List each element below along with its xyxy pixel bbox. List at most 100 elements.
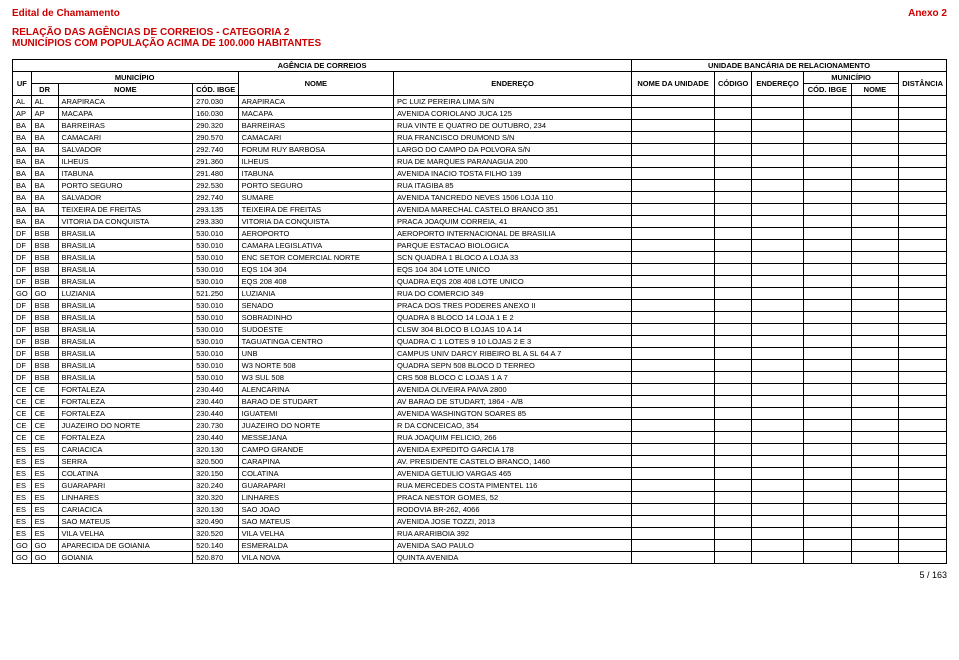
table-cell: BSB [31, 348, 58, 360]
table-cell [632, 168, 715, 180]
table-cell [851, 348, 899, 360]
table-cell: BA [13, 144, 32, 156]
table-cell: EQS 208 408 [238, 276, 393, 288]
table-cell: 320.490 [193, 516, 239, 528]
table-cell: 292.740 [193, 144, 239, 156]
table-row: BABAPORTO SEGURO292.530PORTO SEGURORUA I… [13, 180, 947, 192]
table-cell [752, 408, 804, 420]
table-cell: AVENIDA TANCREDO NEVES 1506 LOJA 110 [393, 192, 631, 204]
table-cell: MACAPA [58, 108, 193, 120]
table-cell [632, 420, 715, 432]
table-cell [803, 144, 851, 156]
table-cell: BA [13, 180, 32, 192]
table-cell [632, 516, 715, 528]
table-cell [851, 156, 899, 168]
table-cell: 292.530 [193, 180, 239, 192]
table-cell: TAGUATINGA CENTRO [238, 336, 393, 348]
table-cell [851, 144, 899, 156]
table-cell: GO [13, 552, 32, 564]
table-row: DFBSBBRASILIA530.010W3 NORTE 508QUADRA S… [13, 360, 947, 372]
table-cell [752, 108, 804, 120]
table-cell: GOIANIA [58, 552, 193, 564]
table-row: ESESSAO MATEUS320.490SAO MATEUSAVENIDA J… [13, 516, 947, 528]
table-cell: BA [31, 132, 58, 144]
table-cell [851, 384, 899, 396]
table-cell: 293.330 [193, 216, 239, 228]
table-cell [899, 216, 947, 228]
table-cell: 530.010 [193, 276, 239, 288]
table-cell [714, 132, 751, 144]
table-cell [632, 324, 715, 336]
table-cell [803, 240, 851, 252]
table-cell: SENADO [238, 300, 393, 312]
table-cell: BRASILIA [58, 312, 193, 324]
table-cell [714, 300, 751, 312]
col-nome2: NOME [851, 84, 899, 96]
table-cell: AVENIDA EXPEDITO GARCIA 178 [393, 444, 631, 456]
table-cell: DF [13, 336, 32, 348]
table-cell: ES [31, 504, 58, 516]
table-cell: BSB [31, 360, 58, 372]
table-cell [632, 348, 715, 360]
table-cell: SAO MATEUS [238, 516, 393, 528]
table-cell [803, 456, 851, 468]
table-cell [899, 408, 947, 420]
table-cell [632, 264, 715, 276]
table-cell: LARGO DO CAMPO DA POLVORA S/N [393, 144, 631, 156]
table-cell: BSB [31, 252, 58, 264]
table-cell: ES [13, 492, 32, 504]
table-cell: 230.440 [193, 432, 239, 444]
table-cell: BA [31, 204, 58, 216]
table-cell: 291.360 [193, 156, 239, 168]
table-cell: AVENIDA INACIO TOSTA FILHO 139 [393, 168, 631, 180]
table-cell [851, 336, 899, 348]
table-cell: 530.010 [193, 240, 239, 252]
table-cell: DF [13, 240, 32, 252]
table-cell [632, 96, 715, 108]
table-cell: BA [31, 168, 58, 180]
table-cell: 270.030 [193, 96, 239, 108]
table-cell: QUADRA 8 BLOCO 14 LOJA 1 E 2 [393, 312, 631, 324]
table-cell: MACAPA [238, 108, 393, 120]
table-row: BABACAMACARI290.570CAMACARIRUA FRANCISCO… [13, 132, 947, 144]
table-cell [899, 300, 947, 312]
table-cell [752, 300, 804, 312]
table-cell: VILA VELHA [238, 528, 393, 540]
table-cell: BRASILIA [58, 324, 193, 336]
table-cell: DF [13, 372, 32, 384]
table-cell: UNB [238, 348, 393, 360]
table-row: DFBSBBRASILIA530.010ENC SETOR COMERCIAL … [13, 252, 947, 264]
table-row: DFBSBBRASILIA530.010CAMARA LEGISLATIVAPA… [13, 240, 947, 252]
table-cell [899, 252, 947, 264]
table-cell [851, 120, 899, 132]
table-cell [851, 468, 899, 480]
table-cell [752, 456, 804, 468]
table-cell [752, 432, 804, 444]
table-cell [851, 96, 899, 108]
table-row: APAPMACAPA160.030MACAPAAVENIDA CORIOLANO… [13, 108, 947, 120]
table-cell [851, 240, 899, 252]
table-cell: BA [31, 156, 58, 168]
table-cell [851, 504, 899, 516]
table-cell [899, 228, 947, 240]
table-cell [632, 156, 715, 168]
table-cell: AVENIDA GETULIO VARGAS 465 [393, 468, 631, 480]
table-cell: PRACA DOS TRES PODERES ANEXO II [393, 300, 631, 312]
table-cell: DF [13, 228, 32, 240]
table-cell [752, 156, 804, 168]
table-cell [752, 444, 804, 456]
table-cell: CAMARA LEGISLATIVA [238, 240, 393, 252]
table-cell [899, 96, 947, 108]
table-cell [899, 516, 947, 528]
table-cell [714, 504, 751, 516]
table-cell: ILHEUS [58, 156, 193, 168]
table-cell: PARQUE ESTACAO BIOLOGICA [393, 240, 631, 252]
table-row: DFBSBBRASILIA530.010AEROPORTOAEROPORTO I… [13, 228, 947, 240]
table-cell [803, 528, 851, 540]
table-cell: ES [13, 504, 32, 516]
table-cell [714, 264, 751, 276]
table-cell [632, 396, 715, 408]
table-cell [803, 372, 851, 384]
table-cell [752, 192, 804, 204]
table-cell: DF [13, 264, 32, 276]
